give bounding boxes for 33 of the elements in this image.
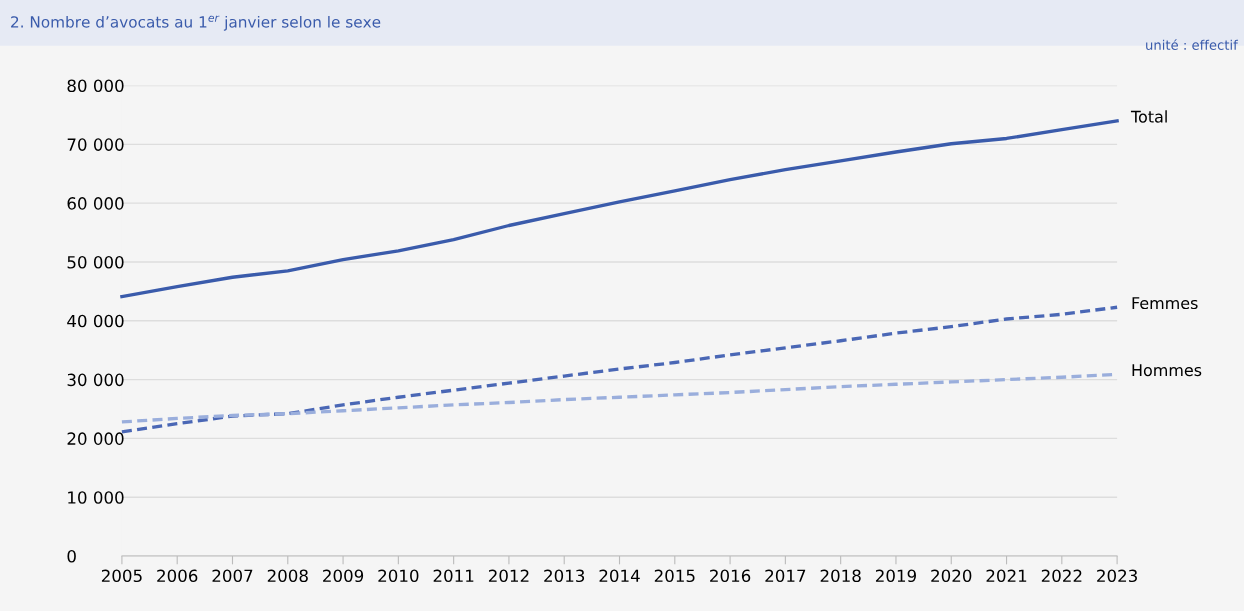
x-tick-label: 2015 <box>654 569 695 583</box>
y-tick-label: 20 000 <box>67 432 124 445</box>
x-tick-label: 2008 <box>267 569 308 583</box>
y-tick-label: 10 000 <box>68 491 124 504</box>
x-tick-label: 2019 <box>875 569 916 583</box>
x-tick-label: 2010 <box>378 569 419 583</box>
x-tick-label: 2007 <box>212 569 253 583</box>
y-tick-label: 0 <box>67 549 76 563</box>
y-tick-label: 40 000 <box>67 314 124 328</box>
series-label: Femmes <box>1132 297 1198 310</box>
x-tick-label: 2016 <box>710 569 751 583</box>
text: unité : effectif <box>1146 39 1239 50</box>
x-tick-label: 2012 <box>488 569 529 583</box>
y-tick-label: 50 000 <box>67 255 124 269</box>
x-tick-label: 2005 <box>101 569 142 583</box>
x-tick-label: 2006 <box>157 569 198 583</box>
chart-title: 2. Nombre d’avocats au 1$^{er}$ janvier selon le sexe <box>11 15 381 31</box>
series-label: Total <box>1130 110 1167 123</box>
y-tick-label: 60 000 <box>67 197 124 210</box>
x-tick-label: 2011 <box>433 569 474 583</box>
x-tick-label: 2020 <box>931 569 972 583</box>
x-tick-label: 2013 <box>544 569 585 583</box>
y-tick-label: 70 000 <box>67 138 124 151</box>
y-tick-label: 80 000 <box>67 79 124 93</box>
x-tick-label: 2023 <box>1097 569 1137 583</box>
x-tick-label: 2018 <box>820 569 861 583</box>
x-tick-label: 2021 <box>986 569 1027 583</box>
series-label: Hommes <box>1132 364 1202 377</box>
x-tick-label: 2022 <box>1041 569 1082 583</box>
x-tick-label: 2009 <box>323 569 364 583</box>
y-tick-label: 30 000 <box>67 373 124 387</box>
x-tick-label: 2014 <box>599 569 640 583</box>
x-tick-label: 2017 <box>765 569 806 583</box>
